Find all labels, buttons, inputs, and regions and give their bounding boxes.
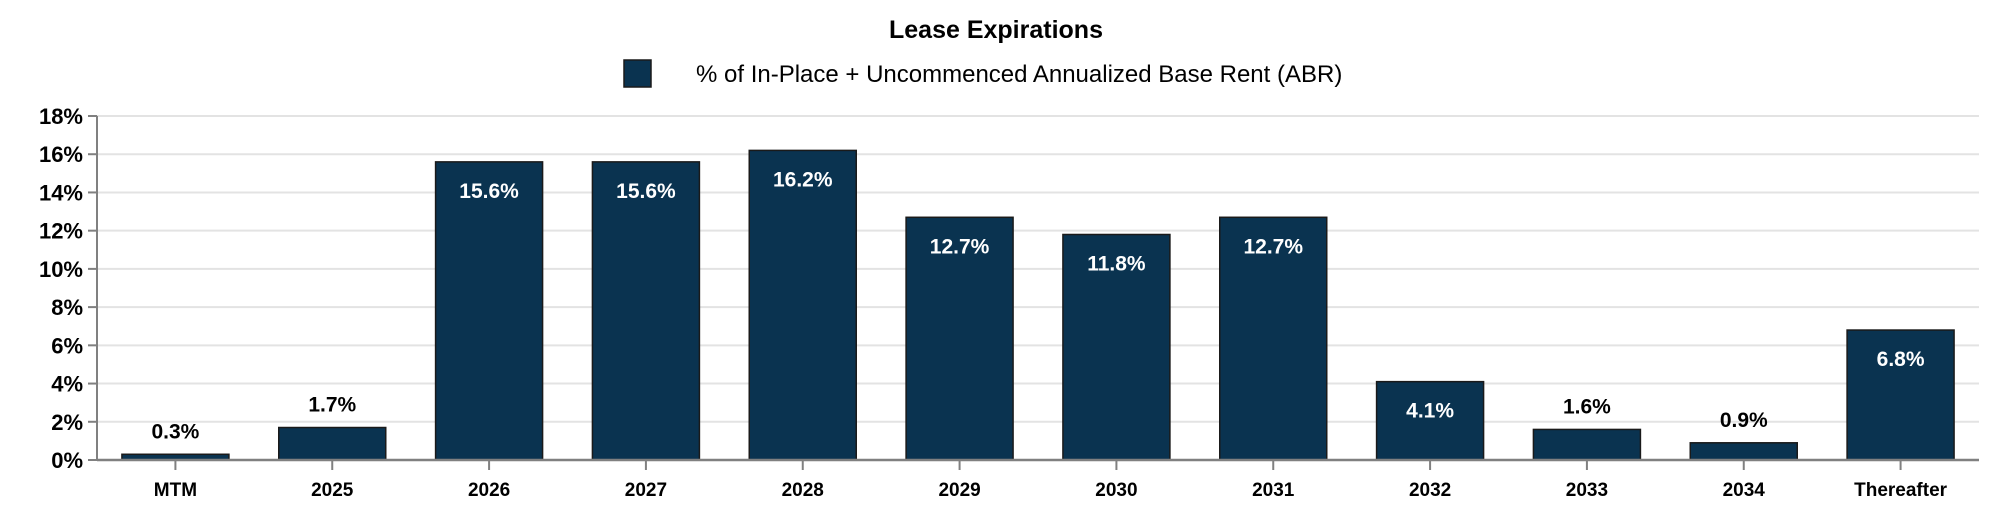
x-tick-label: Thereafter: [1854, 480, 1948, 501]
y-tick-label: 18%: [39, 104, 83, 129]
y-tick-label: 12%: [39, 219, 83, 244]
y-tick-label: 2%: [51, 410, 83, 435]
y-tick-label: 0%: [51, 448, 83, 473]
bar-thereafter: [1846, 329, 1955, 461]
y-tick-label: 16%: [39, 142, 83, 167]
data-label: 12.7%: [1243, 235, 1303, 258]
data-label: 11.8%: [1087, 252, 1146, 275]
x-tick-label: 2030: [1095, 480, 1137, 501]
x-tick-label: 2033: [1566, 480, 1608, 501]
bar-2027: [591, 161, 701, 461]
bar-2032: [1375, 380, 1485, 461]
legend-label: % of In-Place + Uncommenced Annualized B…: [696, 61, 1342, 88]
bar-2026: [434, 161, 544, 461]
y-tick-label: 14%: [39, 180, 83, 205]
data-label: 1.7%: [308, 394, 356, 417]
data-label: 1.6%: [1563, 395, 1611, 418]
data-label: 15.6%: [616, 180, 676, 203]
data-label: 0.3%: [151, 420, 199, 443]
x-tick-label: 2029: [938, 480, 980, 501]
data-label: 6.8%: [1877, 348, 1925, 371]
data-label: 15.6%: [459, 180, 519, 203]
x-tick-label: 2028: [782, 480, 824, 501]
data-label: 0.9%: [1720, 409, 1768, 432]
bar-2029: [905, 216, 1014, 461]
bar-2028: [748, 149, 857, 461]
x-tick-label: MTM: [154, 480, 197, 501]
x-tick-label: 2034: [1723, 480, 1766, 501]
x-tick-label: 2026: [468, 480, 510, 501]
bar-2030: [1062, 233, 1171, 461]
bar-2033: [1532, 428, 1642, 461]
y-tick-label: 8%: [51, 295, 83, 320]
data-label: 4.1%: [1406, 400, 1454, 423]
bar-2034: [1689, 442, 1798, 461]
bar-2025: [278, 426, 387, 461]
data-label: 12.7%: [930, 235, 990, 258]
y-tick-label: 4%: [51, 372, 83, 397]
legend-swatch: [623, 59, 652, 88]
y-tick-label: 10%: [39, 257, 83, 282]
x-tick-label: 2031: [1252, 480, 1295, 501]
chart-title: Lease Expirations: [889, 16, 1103, 44]
x-tick-label: 2025: [311, 480, 354, 501]
y-tick-label: 6%: [51, 333, 83, 358]
x-tick-label: 2027: [625, 480, 667, 501]
x-tick-label: 2032: [1409, 480, 1451, 501]
data-label: 16.2%: [773, 168, 833, 191]
bar-2031: [1219, 216, 1328, 461]
